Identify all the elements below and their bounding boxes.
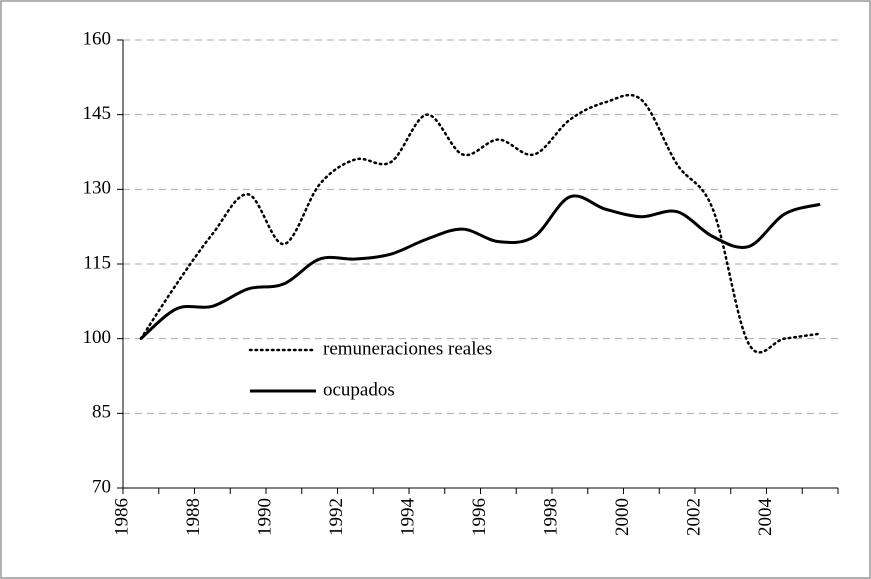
y-tick-label: 130 [83, 178, 112, 199]
x-tick-label: 1998 [540, 498, 561, 536]
x-tick-label: 1986 [111, 498, 132, 536]
x-tick-label: 2004 [755, 498, 776, 537]
x-tick-label: 1990 [254, 498, 275, 536]
x-tick-label: 1992 [326, 498, 347, 536]
line-series [139, 194, 821, 340]
legend-label: remuneraciones reales [323, 338, 492, 359]
y-tick-label: 100 [83, 327, 112, 348]
x-tick-label: 2000 [612, 498, 633, 536]
y-tick-label: 115 [83, 252, 111, 273]
x-tick-label: 1996 [469, 498, 490, 536]
y-tick-label: 160 [83, 28, 112, 49]
x-tick-label: 1994 [397, 498, 418, 537]
y-tick-label: 85 [92, 402, 111, 423]
x-tick-label: 2002 [683, 498, 704, 536]
y-tick-label: 70 [92, 476, 111, 497]
line-series [139, 93, 822, 354]
y-tick-label: 145 [83, 103, 112, 124]
legend-label: ocupados [323, 379, 395, 400]
x-tick-label: 1988 [183, 498, 204, 536]
